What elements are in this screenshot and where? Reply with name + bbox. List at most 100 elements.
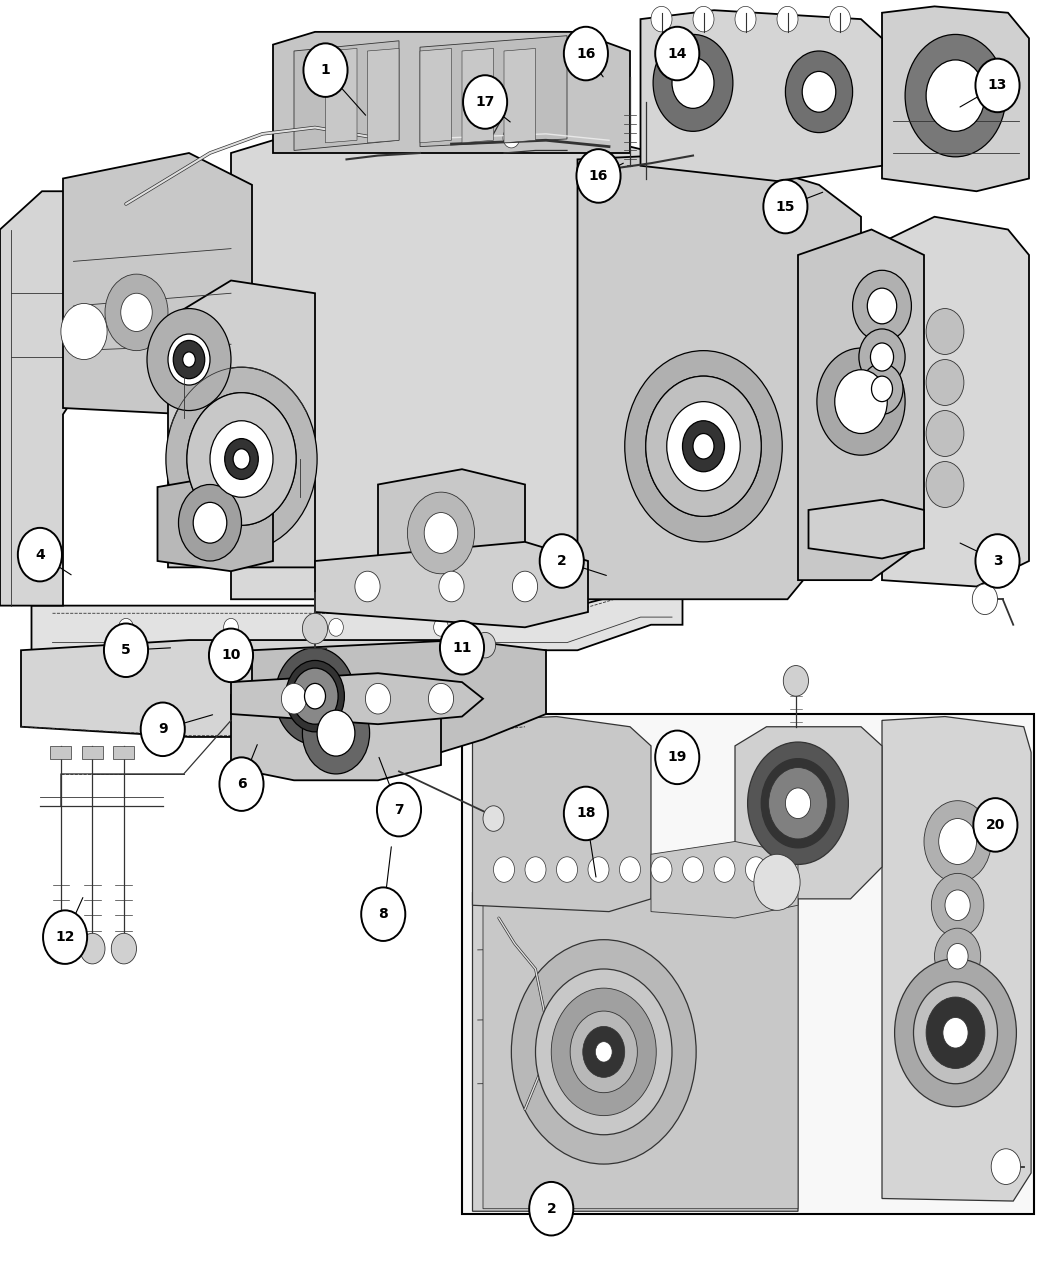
Circle shape: [830, 6, 850, 32]
Circle shape: [754, 854, 800, 910]
Polygon shape: [368, 48, 399, 143]
Circle shape: [48, 933, 74, 964]
Text: 12: 12: [56, 931, 75, 944]
Circle shape: [407, 492, 475, 574]
Circle shape: [377, 783, 421, 836]
Circle shape: [463, 75, 507, 129]
Polygon shape: [798, 230, 924, 580]
Circle shape: [233, 449, 250, 469]
Circle shape: [817, 348, 905, 455]
Circle shape: [714, 857, 735, 882]
Circle shape: [292, 668, 338, 724]
Text: 11: 11: [453, 641, 471, 654]
Circle shape: [783, 666, 808, 696]
Polygon shape: [472, 854, 798, 1211]
Circle shape: [173, 340, 205, 379]
Polygon shape: [168, 280, 315, 567]
Circle shape: [769, 768, 827, 839]
Circle shape: [121, 293, 152, 332]
Circle shape: [111, 933, 136, 964]
Circle shape: [61, 303, 107, 360]
Text: 19: 19: [668, 751, 687, 764]
Circle shape: [564, 27, 608, 80]
Circle shape: [355, 571, 380, 602]
Circle shape: [570, 1011, 637, 1093]
Circle shape: [536, 969, 672, 1135]
Polygon shape: [882, 6, 1029, 191]
Circle shape: [588, 857, 609, 882]
Circle shape: [682, 421, 724, 472]
Polygon shape: [231, 688, 441, 780]
Polygon shape: [378, 469, 525, 599]
Circle shape: [43, 910, 87, 964]
Polygon shape: [50, 746, 71, 759]
Circle shape: [224, 618, 238, 636]
Circle shape: [872, 376, 892, 402]
Circle shape: [870, 343, 894, 371]
Circle shape: [141, 703, 185, 756]
Circle shape: [503, 128, 520, 148]
Circle shape: [187, 393, 296, 525]
Text: 5: 5: [121, 644, 131, 657]
Circle shape: [693, 6, 714, 32]
Circle shape: [835, 370, 887, 434]
Circle shape: [926, 60, 985, 131]
Circle shape: [80, 933, 105, 964]
Circle shape: [583, 1026, 625, 1077]
Circle shape: [867, 288, 897, 324]
Polygon shape: [882, 717, 1031, 1201]
Polygon shape: [651, 842, 798, 918]
Circle shape: [564, 787, 608, 840]
Polygon shape: [462, 48, 493, 143]
Circle shape: [595, 1042, 612, 1062]
Circle shape: [939, 819, 977, 864]
Polygon shape: [808, 500, 924, 558]
Circle shape: [748, 742, 848, 864]
Circle shape: [361, 887, 405, 941]
Polygon shape: [735, 727, 882, 899]
Circle shape: [193, 502, 227, 543]
Circle shape: [763, 180, 807, 233]
Polygon shape: [483, 867, 798, 1209]
Circle shape: [620, 857, 640, 882]
Circle shape: [975, 59, 1020, 112]
Circle shape: [735, 6, 756, 32]
Circle shape: [761, 759, 835, 848]
Polygon shape: [231, 673, 483, 724]
Polygon shape: [882, 217, 1029, 587]
Circle shape: [219, 757, 264, 811]
Circle shape: [926, 360, 964, 405]
Circle shape: [926, 309, 964, 354]
Circle shape: [556, 857, 578, 882]
Text: 1: 1: [320, 64, 331, 76]
Circle shape: [168, 334, 210, 385]
Text: 13: 13: [988, 79, 1007, 92]
Circle shape: [281, 683, 307, 714]
Circle shape: [655, 27, 699, 80]
Text: 2: 2: [556, 555, 567, 567]
Circle shape: [551, 988, 656, 1116]
Text: 16: 16: [576, 47, 595, 60]
Polygon shape: [504, 48, 536, 143]
Circle shape: [653, 34, 733, 131]
Circle shape: [275, 648, 355, 745]
Circle shape: [576, 149, 621, 203]
Circle shape: [785, 51, 853, 133]
Text: 4: 4: [35, 548, 45, 561]
Circle shape: [914, 982, 998, 1084]
Text: 2: 2: [546, 1202, 556, 1215]
Circle shape: [931, 873, 984, 937]
Text: 8: 8: [378, 908, 388, 921]
Circle shape: [147, 309, 231, 411]
Circle shape: [655, 731, 699, 784]
Circle shape: [434, 618, 448, 636]
Circle shape: [494, 857, 514, 882]
Text: 10: 10: [222, 649, 240, 662]
Circle shape: [973, 798, 1017, 852]
Text: 6: 6: [236, 778, 247, 790]
Circle shape: [651, 857, 672, 882]
Text: 3: 3: [992, 555, 1003, 567]
Circle shape: [286, 660, 344, 732]
Polygon shape: [420, 48, 451, 143]
Polygon shape: [32, 586, 682, 650]
